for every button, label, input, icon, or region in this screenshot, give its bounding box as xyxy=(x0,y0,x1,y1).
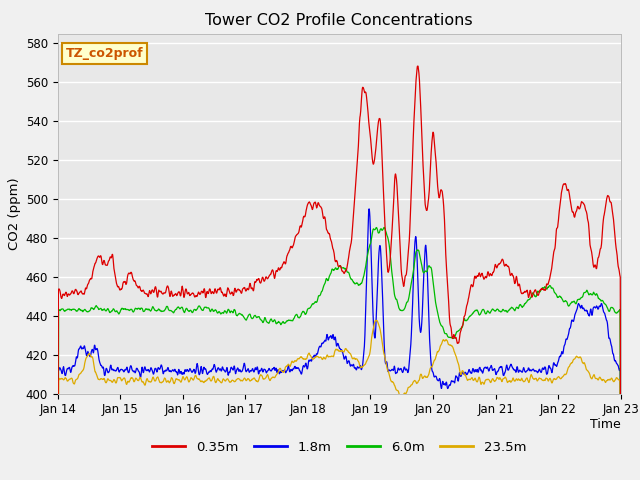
Text: TZ_co2prof: TZ_co2prof xyxy=(66,47,143,60)
Title: Tower CO2 Profile Concentrations: Tower CO2 Profile Concentrations xyxy=(205,13,473,28)
Legend: 0.35m, 1.8m, 6.0m, 23.5m: 0.35m, 1.8m, 6.0m, 23.5m xyxy=(147,435,532,459)
X-axis label: Time: Time xyxy=(590,418,621,431)
Y-axis label: CO2 (ppm): CO2 (ppm) xyxy=(8,177,21,250)
